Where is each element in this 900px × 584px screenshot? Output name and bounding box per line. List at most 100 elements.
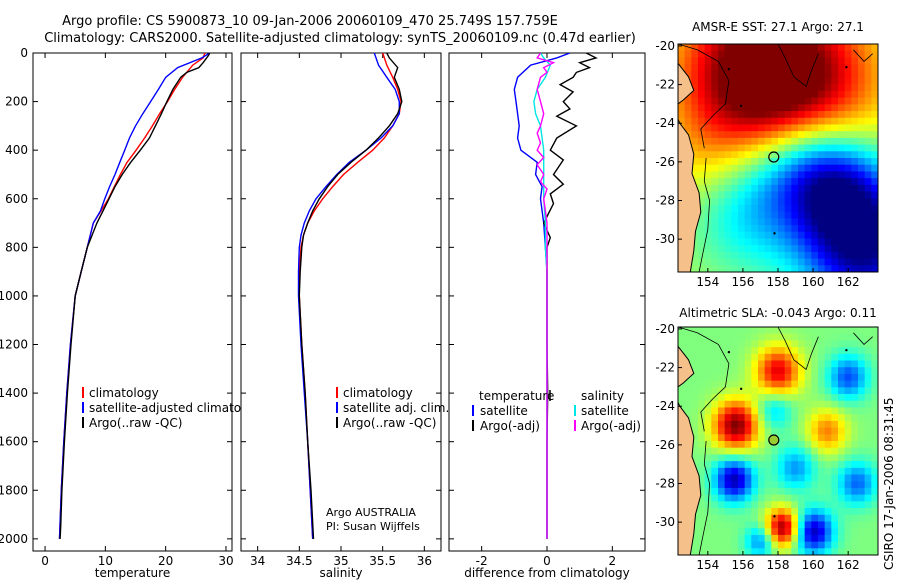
sst_map-cell — [698, 178, 706, 186]
sst_map-cell — [824, 131, 832, 139]
sst_map-cell — [711, 64, 719, 72]
legend-heading: temperature — [479, 389, 554, 403]
sla_map-cell — [778, 387, 786, 395]
sst_map-cell — [798, 44, 806, 52]
sst_map-cell — [798, 70, 806, 79]
sst_map-cell — [758, 251, 766, 260]
sst_map-cell — [811, 245, 819, 253]
sla_map-cell — [764, 528, 772, 536]
sla_map-cell — [858, 407, 866, 415]
sla_map-cell — [818, 454, 826, 462]
sst_map-cell — [851, 44, 859, 52]
sst_map-cell — [718, 265, 726, 272]
sla_map-cell — [824, 360, 832, 368]
sst_map-cell — [824, 171, 832, 179]
sst_map-cell — [691, 131, 699, 139]
sla_map-cell — [798, 353, 806, 362]
sla_map-cell — [758, 420, 766, 429]
sla_map-cell — [738, 380, 746, 388]
legend-entry: Argo(..raw -QC) — [343, 416, 436, 430]
sla_map-cell — [771, 534, 779, 543]
sla_map-cell — [811, 353, 819, 362]
sla_map-cell — [678, 394, 686, 402]
sst_map-cell — [724, 90, 732, 99]
sla_map-cell — [838, 501, 846, 509]
sst_map-cell — [811, 211, 819, 219]
sla_map-cell — [698, 441, 706, 449]
sst_map-cell — [864, 90, 872, 99]
sla_map-cell — [778, 420, 786, 429]
sst_map-cell — [824, 245, 832, 253]
sla_map-cell — [704, 528, 712, 536]
salinity-series-group — [297, 53, 403, 539]
sst_map-cell — [778, 225, 786, 233]
sst_map-cell — [818, 225, 826, 233]
sst_map-cell — [718, 164, 726, 173]
sst_map-cell — [851, 198, 859, 206]
sla_map-cell — [784, 420, 792, 429]
sst_map-cell — [678, 57, 686, 65]
sla_map-cell — [838, 420, 846, 429]
sst_map-cell — [784, 77, 792, 85]
sla_map-cell — [764, 394, 772, 402]
sla_map-cell — [724, 414, 732, 422]
sst_map-cell — [778, 171, 786, 179]
sla_map-cell — [864, 434, 872, 442]
sst_map-cell — [791, 97, 799, 105]
sst_map-cell — [811, 124, 819, 132]
sst_map-cell — [731, 137, 739, 146]
sla_map-cell — [764, 414, 772, 422]
sla_map-cell — [811, 548, 819, 555]
sst_map-cell — [691, 144, 699, 152]
sla_map-cell — [751, 494, 759, 502]
legend-heading: salinity — [581, 389, 624, 403]
sst_map-cell — [744, 198, 752, 206]
sla_map-cell — [804, 494, 812, 502]
sst_map-cell — [771, 144, 779, 152]
sst_map-cell — [744, 84, 752, 92]
sst_map-cell — [818, 164, 826, 173]
sst_map-cell — [871, 44, 878, 52]
sst_map-cell — [711, 70, 719, 79]
sst_map-cell — [764, 131, 772, 139]
sla_map-cell — [711, 407, 719, 415]
sst_map-cell — [864, 84, 872, 92]
sst_map-cell — [744, 191, 752, 199]
sla_map-cell — [758, 447, 766, 456]
sla_map-cell — [871, 521, 878, 529]
sla_map-cell — [724, 373, 732, 382]
sst_map-cell — [704, 245, 712, 253]
sst_map-cell — [824, 90, 832, 99]
sla_map-cell — [864, 521, 872, 529]
sst_map-cell — [784, 117, 792, 126]
sla_map-cell — [724, 407, 732, 415]
sla_map-cell — [804, 414, 812, 422]
sst_map-cell — [838, 158, 846, 166]
sla_map-cell — [798, 333, 806, 342]
sla_map-cell — [864, 487, 872, 496]
sla_map-y-tick-label: -26 — [655, 438, 675, 452]
sla_map-cell — [738, 528, 746, 536]
sla_map-cell — [771, 367, 779, 375]
sla_map-cell — [804, 347, 812, 355]
sst_map-cell — [818, 158, 826, 166]
sst_map-cell — [791, 124, 799, 132]
sla_map-cell — [751, 487, 759, 496]
sla_map-cell — [764, 461, 772, 469]
sst_map-cell — [851, 131, 859, 139]
sst_map-cell — [731, 84, 739, 92]
sla_map-cell — [844, 414, 852, 422]
sst_map-cell — [724, 144, 732, 152]
sla_map-cell — [824, 454, 832, 462]
sst_map-cell — [858, 70, 866, 79]
sst_map-cell — [858, 231, 866, 240]
sla_map-cell — [838, 474, 846, 482]
sst_map-cell — [804, 164, 812, 173]
sla_map-cell — [764, 454, 772, 462]
sst_map-cell — [844, 97, 852, 105]
sst_map-cell — [858, 144, 866, 152]
sst_map-cell — [851, 218, 859, 226]
sla_map-cell — [831, 467, 839, 476]
sla_map-cell — [744, 427, 752, 435]
sst_map-cell — [771, 97, 779, 105]
